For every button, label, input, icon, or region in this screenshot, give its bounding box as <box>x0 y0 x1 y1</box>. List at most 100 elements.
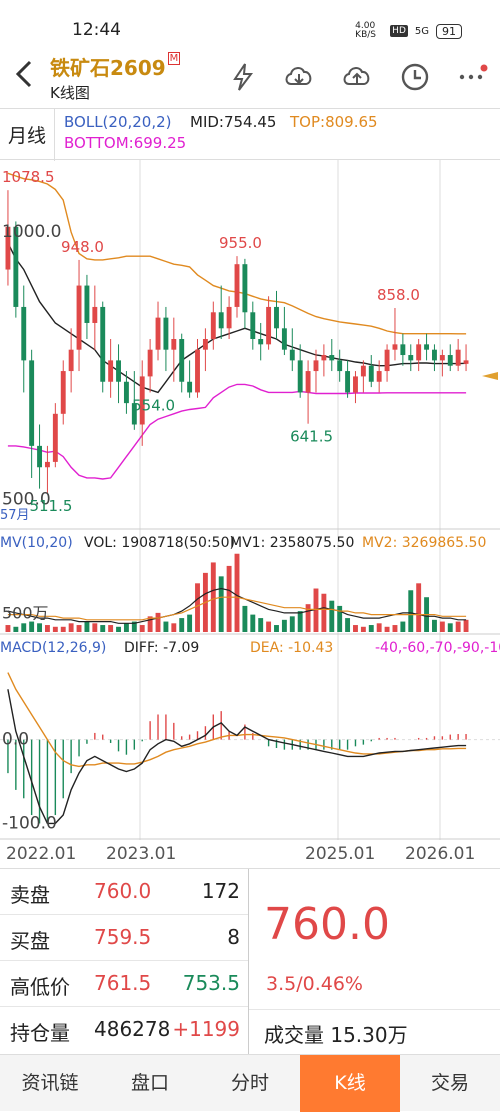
volume-bar <box>368 625 374 632</box>
vol-tick-label: 500万 <box>2 604 49 623</box>
candle <box>416 344 422 361</box>
candle <box>337 360 343 372</box>
candle <box>195 349 200 393</box>
candle <box>21 306 27 361</box>
candle <box>368 365 374 382</box>
hd-icon: HD <box>390 25 408 37</box>
candle <box>187 381 193 393</box>
y-tick-label: 500.0 <box>2 489 51 509</box>
candle <box>52 413 58 462</box>
macd-title: MACD(12,26,9) <box>0 640 106 656</box>
macd-dea: DEA: -10.43 <box>250 640 333 656</box>
volume-bar <box>44 625 50 632</box>
tab-kline[interactable]: K线 <box>300 1055 400 1112</box>
candle <box>131 403 137 425</box>
volume-bar <box>432 619 437 632</box>
vol-title: MV(10,20) <box>0 535 73 551</box>
quote-panel: 卖盘 760.0 172 买盘 759.5 8 高低价 761.5 753.5 … <box>0 868 500 1055</box>
net-speed: 4.00 KB/S <box>355 21 376 40</box>
kline-chart[interactable]: 1000.0 500.0 1078.5 948.0 955.0 858.0 641.5 554… <box>0 160 500 840</box>
candle <box>139 376 145 425</box>
oi-row: 持仓量 486278 +1199 <box>0 1007 248 1053</box>
tab-orderbook[interactable]: 盘口 <box>130 1072 169 1094</box>
volume-bar <box>297 611 303 632</box>
volume-bar <box>345 618 351 632</box>
volume-bar <box>68 623 74 632</box>
buy-label: 买盘 <box>10 929 50 953</box>
volume-bar <box>187 614 193 632</box>
buy-row: 买盘 759.5 8 <box>0 915 248 961</box>
current-price-marker <box>482 372 498 380</box>
vol-value: VOL: 1908718(50:50) <box>84 535 235 551</box>
volume-bar <box>100 625 106 632</box>
candle <box>242 264 248 313</box>
sell-qty: 172 <box>201 879 240 903</box>
price-annotation: 554.0 <box>132 396 175 414</box>
buy-qty: 8 <box>227 925 240 949</box>
period-selector[interactable]: 月线 <box>8 125 47 147</box>
macd-tick-label: 0.0 <box>2 730 29 750</box>
volume-bar <box>123 623 129 632</box>
dea-line <box>7 672 467 768</box>
y-tick-label: 1000.0 <box>2 222 61 242</box>
cloud-download-icon[interactable] <box>282 60 316 94</box>
candle <box>84 285 90 323</box>
lightning-icon[interactable] <box>226 60 260 94</box>
low-price: 753.5 <box>182 971 240 995</box>
x-label: 2023.01 <box>106 844 177 864</box>
candle <box>353 376 358 393</box>
candle <box>163 317 169 350</box>
more-icon[interactable] <box>456 60 490 94</box>
volume-bar <box>281 619 287 632</box>
volume-bar <box>258 618 264 632</box>
price-annotation: 955.0 <box>219 234 262 252</box>
vol-mv2: MV2: 3269865.50 <box>362 535 486 551</box>
candle <box>60 371 66 414</box>
clock-icon[interactable] <box>398 60 432 94</box>
tab-news[interactable]: 资讯链 <box>21 1072 79 1094</box>
volume-bar <box>131 621 137 632</box>
volume-value: 15.30万 <box>330 1023 408 1047</box>
volume-bar <box>463 619 469 632</box>
volume-bar <box>455 621 461 632</box>
bottom-tabs: 资讯链 盘口 分时 K线 交易 <box>0 1054 500 1112</box>
volume-bar <box>242 605 248 632</box>
candle <box>147 349 153 377</box>
candle <box>5 226 11 270</box>
candle <box>313 360 319 372</box>
volume-bar <box>274 625 279 632</box>
candle <box>218 312 224 329</box>
volume-bar <box>84 621 90 632</box>
candle <box>392 344 398 350</box>
candle <box>210 312 216 339</box>
tab-trade[interactable]: 交易 <box>430 1072 469 1094</box>
back-icon[interactable] <box>10 56 40 92</box>
candle <box>455 349 461 366</box>
candle <box>250 312 256 339</box>
volume-bar <box>226 565 232 632</box>
volume-bar <box>171 623 177 632</box>
indicator-bar: 月线 BOLL(20,20,2) MID:754.45 TOP:809.65 B… <box>0 108 500 161</box>
volume-bar <box>37 623 42 632</box>
volume-bar <box>329 600 335 632</box>
x-label: 2022.01 <box>6 844 77 864</box>
sell-row: 卖盘 760.0 172 <box>0 869 248 915</box>
sell-price: 760.0 <box>94 879 152 903</box>
tab-timeshare[interactable]: 分时 <box>230 1072 269 1094</box>
vol-mv1: MV1: 2358075.50 <box>230 535 354 551</box>
candle <box>108 360 114 382</box>
candle <box>281 328 287 350</box>
boll-top: TOP:809.65 <box>290 113 378 131</box>
volume-bar <box>305 604 311 632</box>
macd-stick: -40,-60,-70,-90,-100,-100,-90,-70,-40,-2… <box>375 640 500 656</box>
boll-mid: MID:754.45 <box>190 113 277 131</box>
price-annotation: 1078.5 <box>2 168 55 186</box>
boll-mid-line <box>7 242 467 394</box>
volume-bar <box>337 605 343 632</box>
volume-bar <box>60 626 66 632</box>
volume-bar <box>266 621 272 632</box>
candle <box>305 371 311 393</box>
page-subtitle: K线图 <box>50 84 90 102</box>
x-label: 2025.01 <box>305 844 376 864</box>
cloud-upload-icon[interactable] <box>340 60 374 94</box>
